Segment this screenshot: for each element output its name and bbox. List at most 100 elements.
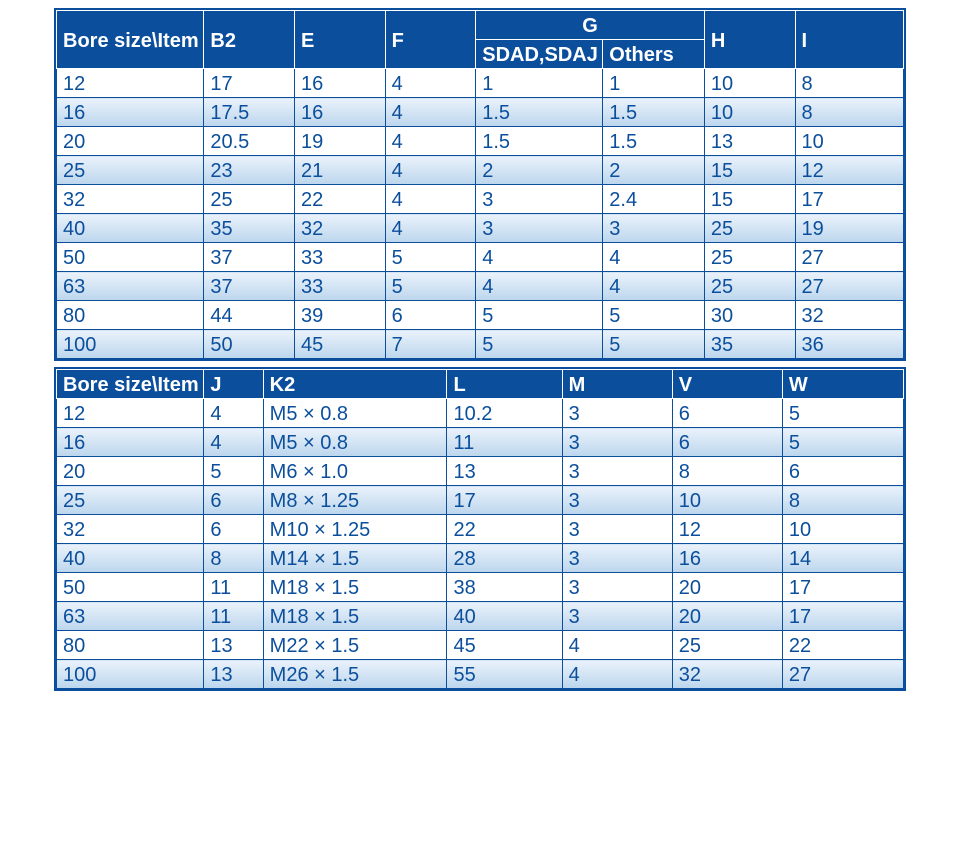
- table-cell: 4: [204, 428, 263, 457]
- table-cell: 3: [476, 185, 603, 214]
- table-cell: 6: [385, 301, 476, 330]
- table-cell: 55: [447, 660, 562, 689]
- table-row: 124M5 × 0.810.2365: [57, 399, 904, 428]
- table-cell: M8 × 1.25: [263, 486, 447, 515]
- table-cell: 44: [204, 301, 295, 330]
- table-cell: 5: [476, 301, 603, 330]
- table-cell: 2: [476, 156, 603, 185]
- table-cell: 40: [57, 214, 204, 243]
- col-m: M: [562, 370, 672, 399]
- table-cell: 35: [704, 330, 795, 359]
- table-cell: 5: [385, 243, 476, 272]
- table-cell: 10: [795, 127, 903, 156]
- table-cell: 16: [57, 428, 204, 457]
- table-cell: 25: [57, 156, 204, 185]
- table-cell: 4: [385, 185, 476, 214]
- table-cell: 27: [795, 272, 903, 301]
- table-cell: 80: [57, 631, 204, 660]
- table-cell: M18 × 1.5: [263, 602, 447, 631]
- table-row: 326M10 × 1.252231210: [57, 515, 904, 544]
- table-row: 10013M26 × 1.55543227: [57, 660, 904, 689]
- table-row: 408M14 × 1.52831614: [57, 544, 904, 573]
- table-cell: 1.5: [603, 127, 705, 156]
- table-cell: 100: [57, 330, 204, 359]
- table-cell: 16: [57, 98, 204, 127]
- table-cell: 12: [57, 399, 204, 428]
- table-cell: 28: [447, 544, 562, 573]
- table-cell: M10 × 1.25: [263, 515, 447, 544]
- table-cell: 32: [57, 515, 204, 544]
- table-cell: 40: [57, 544, 204, 573]
- table-cell: 21: [295, 156, 386, 185]
- table-row: 1617.51641.51.5108: [57, 98, 904, 127]
- col-bore2: Bore size\Item: [57, 370, 204, 399]
- table-cell: 80: [57, 301, 204, 330]
- table-cell: 40: [447, 602, 562, 631]
- table-cell: 7: [385, 330, 476, 359]
- table-cell: 5: [782, 399, 903, 428]
- table-cell: 3: [476, 214, 603, 243]
- table-row: 2523214221512: [57, 156, 904, 185]
- col-v: V: [672, 370, 782, 399]
- table-cell: M6 × 1.0: [263, 457, 447, 486]
- table-cell: 15: [704, 185, 795, 214]
- table-cell: 45: [447, 631, 562, 660]
- table-cell: 20: [57, 127, 204, 156]
- table-cell: 17: [782, 602, 903, 631]
- table-cell: 33: [295, 272, 386, 301]
- table-cell: M5 × 0.8: [263, 399, 447, 428]
- table-cell: 3: [562, 457, 672, 486]
- table-cell: 11: [447, 428, 562, 457]
- table-cell: 6: [672, 399, 782, 428]
- table-cell: 4: [603, 272, 705, 301]
- table-cell: 12: [795, 156, 903, 185]
- table-row: 4035324332519: [57, 214, 904, 243]
- table-row: 5037335442527: [57, 243, 904, 272]
- table-cell: 32: [672, 660, 782, 689]
- table-cell: 17: [447, 486, 562, 515]
- col-e: E: [295, 11, 386, 69]
- table-1-body: 1217164111081617.51641.51.51082020.51941…: [57, 69, 904, 359]
- table-cell: 17: [204, 69, 295, 98]
- table-2-head: Bore size\Item J K2 L M V W: [57, 370, 904, 399]
- table-cell: 20: [57, 457, 204, 486]
- table-cell: 8: [795, 98, 903, 127]
- table-cell: 50: [204, 330, 295, 359]
- table-cell: 6: [672, 428, 782, 457]
- table-cell: 25: [57, 486, 204, 515]
- table-cell: 100: [57, 660, 204, 689]
- table-cell: 33: [295, 243, 386, 272]
- table-cell: 1.5: [603, 98, 705, 127]
- table-cell: 10: [672, 486, 782, 515]
- table-cell: M5 × 0.8: [263, 428, 447, 457]
- table-cell: 4: [562, 631, 672, 660]
- table-cell: 25: [204, 185, 295, 214]
- col-b2: B2: [204, 11, 295, 69]
- table-cell: 4: [476, 272, 603, 301]
- table-cell: 20: [672, 602, 782, 631]
- table-cell: 20: [672, 573, 782, 602]
- table-2-body: 124M5 × 0.810.2365164M5 × 0.811365205M6 …: [57, 399, 904, 689]
- table-row: 8044396553032: [57, 301, 904, 330]
- table-cell: 32: [295, 214, 386, 243]
- table-cell: 4: [562, 660, 672, 689]
- table-row: 10050457553536: [57, 330, 904, 359]
- table-cell: 25: [704, 243, 795, 272]
- table-cell: 16: [672, 544, 782, 573]
- table-cell: 20.5: [204, 127, 295, 156]
- table-cell: 13: [704, 127, 795, 156]
- table-cell: 6: [204, 515, 263, 544]
- table-cell: 32: [57, 185, 204, 214]
- table-row: 256M8 × 1.25173108: [57, 486, 904, 515]
- table-row: 2020.51941.51.51310: [57, 127, 904, 156]
- table-cell: 45: [295, 330, 386, 359]
- table-cell: 3: [562, 573, 672, 602]
- table-cell: 14: [782, 544, 903, 573]
- table-cell: 3: [562, 399, 672, 428]
- table-cell: 3: [562, 602, 672, 631]
- table-cell: 4: [204, 399, 263, 428]
- table-cell: 1.5: [476, 127, 603, 156]
- table-cell: 30: [704, 301, 795, 330]
- table-1-head: Bore size\Item B2 E F G H I SDAD,SDAJ Ot…: [57, 11, 904, 69]
- table-cell: 38: [447, 573, 562, 602]
